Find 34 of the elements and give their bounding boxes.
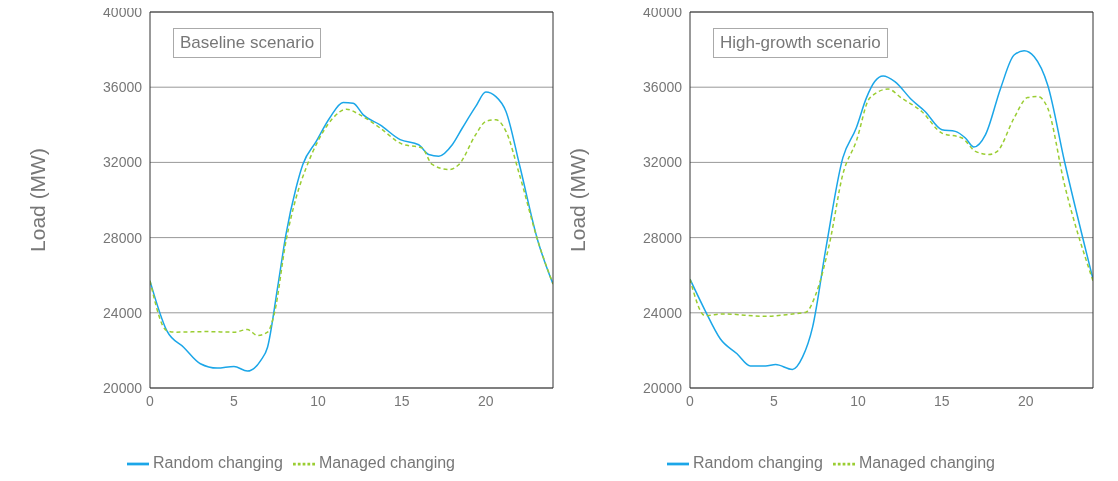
y-tick-label: 40000: [103, 3, 143, 20]
line-series: [150, 108, 553, 337]
x-tick-label: 20: [478, 392, 494, 409]
text: High-growth scenario: [713, 28, 888, 58]
y-tick-label: 32000: [643, 154, 683, 171]
y-tick-label: 28000: [643, 229, 683, 246]
legend-label: Random changing: [153, 454, 283, 472]
x-tick-label: 5: [230, 392, 239, 409]
legend-label: Managed changing: [858, 454, 995, 472]
y-tick-label: 28000: [103, 229, 143, 246]
y-tick-label: 36000: [643, 79, 683, 96]
x-tick-label: 0: [686, 392, 695, 409]
y-tick-label: 40000: [643, 3, 683, 20]
text: Baseline scenario: [173, 28, 322, 58]
y-tick-label: 24000: [643, 304, 683, 321]
y-tick-label: 24000: [103, 304, 143, 321]
x-tick-label: 10: [850, 392, 866, 409]
legend-label: Managed changing: [318, 454, 455, 472]
x-tick-label: 5: [770, 392, 779, 409]
y-tick-label: 32000: [103, 154, 143, 171]
y-axis-title: Load (MW): [566, 148, 590, 252]
line-series: [150, 91, 553, 372]
y-tick-label: 36000: [103, 79, 143, 96]
legend-label: Random changing: [693, 454, 823, 472]
y-tick-label: 20000: [103, 379, 143, 396]
line-series: [690, 49, 1093, 371]
line-series: [690, 88, 1093, 318]
y-axis-title: Load (MW): [26, 148, 50, 252]
x-tick-label: 0: [146, 392, 155, 409]
y-tick-label: 20000: [643, 379, 683, 396]
x-tick-label: 15: [934, 392, 950, 409]
x-tick-label: 10: [310, 392, 326, 409]
x-tick-label: 15: [394, 392, 410, 409]
x-tick-label: 20: [1018, 392, 1034, 409]
